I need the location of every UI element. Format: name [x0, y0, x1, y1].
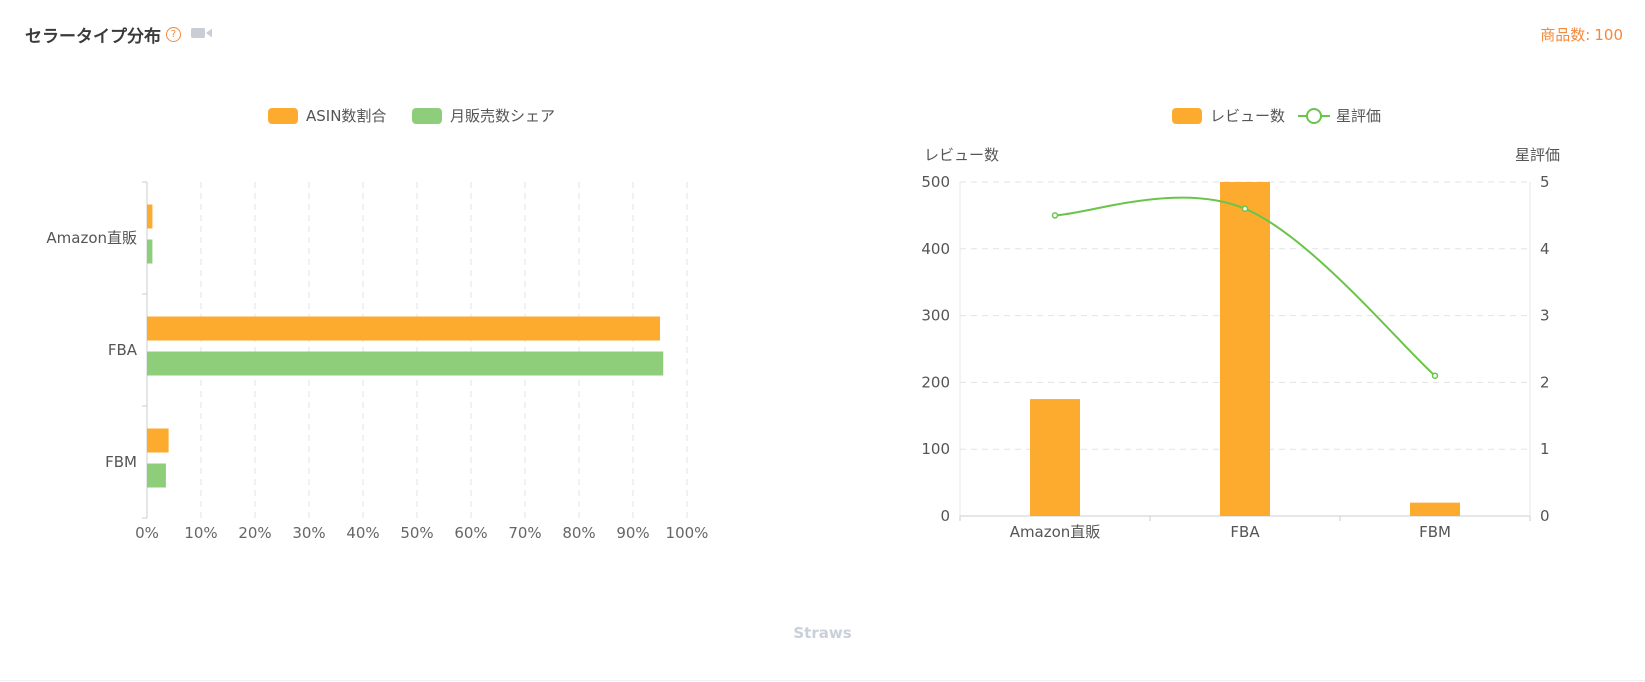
chart-title: セラータイプ分布	[25, 27, 161, 47]
y-tick-label-left: 0	[940, 507, 950, 525]
bar-amazon-1	[147, 239, 153, 264]
y-tick-label-right: 4	[1540, 240, 1550, 258]
y-tick-label-left: 300	[921, 307, 950, 325]
y-tick-label-right: 5	[1540, 173, 1550, 191]
bar-reviews-fba	[1220, 182, 1270, 516]
x-tick-label: 10%	[184, 524, 217, 542]
y-axis-title-left: レビュー数	[924, 146, 999, 164]
y-tick-label-left: 400	[921, 240, 950, 258]
share-bar-chart: ASIN数割合 月販売数シェア 0% 10% 20% 30% 40% 50% 60% 70% 80%…	[46, 107, 709, 542]
bar-fbm-1	[147, 463, 166, 488]
y-tick-label-right: 0	[1540, 507, 1550, 525]
divider	[0, 680, 1645, 681]
y-category-label: FBA	[108, 341, 138, 359]
bar-reviews-fbm	[1410, 502, 1460, 516]
y-tick-label-left: 100	[921, 440, 950, 458]
question-circle-icon[interactable]: ?	[166, 27, 181, 42]
rating-point-fbm	[1431, 372, 1439, 379]
x-tick-label: 40%	[346, 524, 379, 542]
x-category-label: FBM	[1419, 523, 1451, 541]
rating-point-fba	[1241, 205, 1249, 212]
bar-reviews-amazon	[1030, 399, 1080, 516]
y-axis-title-right: 星評価	[1515, 146, 1560, 164]
y-tick-label-left: 200	[921, 373, 950, 391]
bar-fbm-0	[147, 428, 169, 453]
bar-fba-0	[147, 316, 660, 341]
legend-label-1: 月販売数シェア	[450, 107, 555, 125]
watermark: Straws	[793, 624, 852, 642]
video-camera-icon[interactable]	[191, 25, 213, 45]
page-title: セラータイプ分布 ?	[25, 22, 213, 47]
y-category-label: Amazon直販	[46, 229, 137, 247]
y-tick-label-left: 500	[921, 173, 950, 191]
product-count: 商品数: 100	[1536, 24, 1623, 45]
x-tick-label: 70%	[508, 524, 541, 542]
legend-swatch-1	[412, 108, 442, 124]
legend-swatch-reviews	[1172, 108, 1202, 124]
product-count-label: 商品数:	[1540, 26, 1591, 44]
legend-label-rating: 星評価	[1336, 107, 1381, 125]
x-category-label: Amazon直販	[1010, 523, 1101, 541]
product-count-value: 100	[1594, 26, 1623, 44]
x-tick-label: 80%	[562, 524, 595, 542]
bar-amazon-0	[147, 204, 153, 229]
bar-fba-1	[147, 351, 664, 376]
x-tick-label: 60%	[454, 524, 487, 542]
rating-point-amazon	[1051, 212, 1059, 219]
x-category-label: FBA	[1230, 523, 1260, 541]
legend-swatch-0	[268, 108, 298, 124]
x-tick-label: 100%	[666, 524, 709, 542]
x-tick-label: 0%	[135, 524, 159, 542]
x-tick-label: 30%	[292, 524, 325, 542]
y-category-label: FBM	[105, 453, 137, 471]
x-tick-label: 50%	[400, 524, 433, 542]
x-tick-label: 90%	[616, 524, 649, 542]
y-tick-label-right: 1	[1540, 440, 1550, 458]
y-tick-label-right: 2	[1540, 373, 1550, 391]
x-tick-label: 20%	[238, 524, 271, 542]
legend-marker-rating	[1306, 108, 1322, 124]
legend-label-reviews: レビュー数	[1210, 107, 1285, 125]
legend-label-0: ASIN数割合	[306, 107, 386, 125]
y-tick-label-right: 3	[1540, 307, 1550, 325]
